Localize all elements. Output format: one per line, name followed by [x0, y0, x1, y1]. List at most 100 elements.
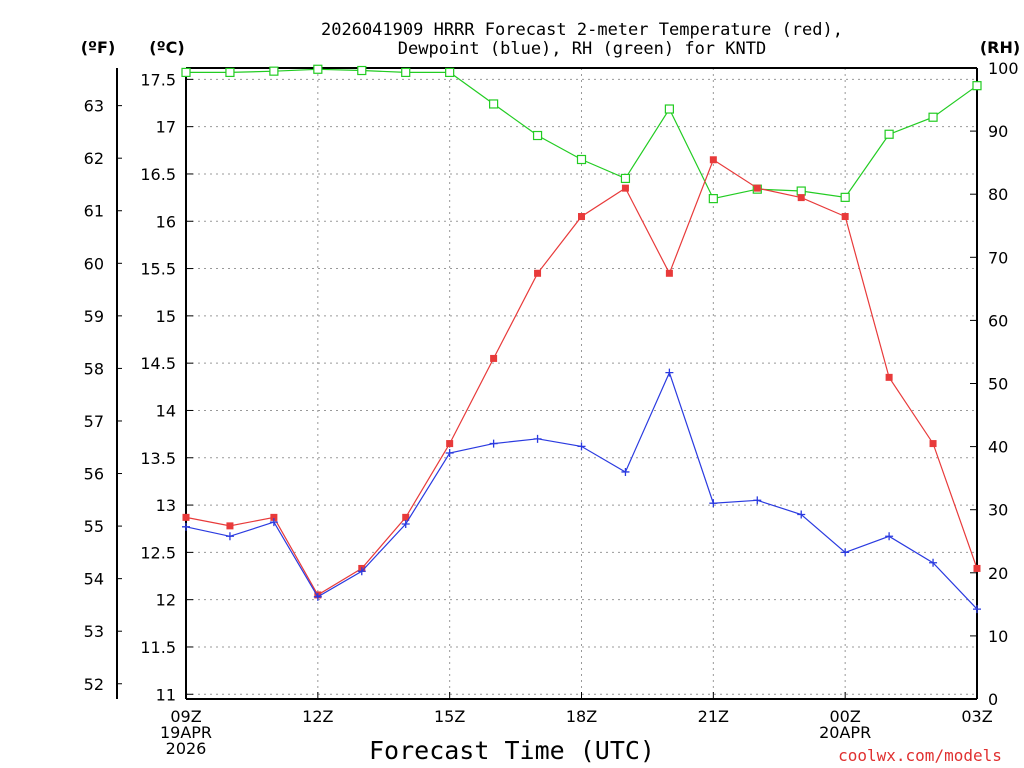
data-point-dewpoint [665, 368, 674, 377]
celsius-tick-label: 15 [156, 307, 176, 326]
data-point-rh [840, 192, 850, 202]
celsius-unit-label: (ºC) [149, 38, 184, 57]
chart-title-line-1: 2026041909 HRRR Forecast 2-meter Tempera… [321, 20, 843, 40]
data-point-2-meter-temperature [621, 184, 629, 192]
data-point-rh [928, 112, 938, 122]
data-point-rh [796, 186, 806, 196]
fahrenheit-tick-label: 52 [84, 675, 104, 694]
x-tick-label: 09Z [170, 707, 201, 726]
rh-unit-label: (RH) [980, 38, 1020, 57]
data-point-dewpoint [445, 449, 454, 458]
x-tick-label: 21Z [698, 707, 729, 726]
data-point-rh [445, 67, 455, 78]
fahrenheit-tick-label: 63 [84, 97, 104, 116]
celsius-tick-label: 15.5 [140, 260, 176, 279]
x-tick-label: 00Z [830, 707, 861, 726]
data-point-2-meter-temperature [665, 269, 673, 277]
x-tick-label: 12Z [302, 707, 333, 726]
data-point-dewpoint [753, 496, 762, 505]
fahrenheit-tick-label: 61 [84, 202, 104, 221]
rh-tick-label: 10 [988, 627, 1008, 646]
celsius-tick-label: 11 [156, 685, 176, 704]
data-point-rh [313, 64, 323, 74]
data-point-rh [884, 129, 894, 139]
data-point-dewpoint [885, 532, 894, 541]
data-point-dewpoint [577, 442, 586, 451]
data-point-dewpoint [401, 519, 410, 528]
data-point-2-meter-temperature [490, 354, 498, 362]
x-tick-label: 19APR [160, 723, 212, 742]
data-point-2-meter-temperature [402, 513, 410, 521]
data-point-2-meter-temperature [929, 440, 937, 448]
data-point-dewpoint [533, 434, 542, 443]
data-point-2-meter-temperature [446, 440, 454, 448]
rh-tick-label: 0 [988, 690, 998, 709]
data-point-dewpoint [269, 518, 278, 527]
chart-title-line-2: Dewpoint (blue), RH (green) for KNTD [398, 39, 766, 59]
celsius-tick-label: 12 [156, 591, 176, 610]
data-point-dewpoint [621, 467, 630, 476]
celsius-tick-label: 11.5 [140, 638, 176, 657]
chart-axes [116, 67, 978, 700]
fahrenheit-tick-label: 56 [84, 465, 104, 484]
x-tick-label: 18Z [566, 707, 597, 726]
data-point-rh [401, 67, 411, 78]
data-point-2-meter-temperature [270, 513, 278, 521]
data-point-rh [576, 154, 587, 165]
data-point-rh [269, 66, 279, 76]
data-point-dewpoint [973, 605, 981, 614]
fahrenheit-tick-label: 62 [84, 149, 104, 168]
rh-tick-label: 80 [988, 185, 1008, 204]
data-point-2-meter-temperature [578, 213, 585, 221]
rh-tick-label: 50 [988, 375, 1008, 394]
fahrenheit-tick-label: 55 [84, 517, 104, 536]
rh-tick-label: 60 [988, 311, 1008, 330]
series-line-rh [186, 68, 978, 200]
data-point-2-meter-temperature [885, 373, 893, 381]
data-point-2-meter-temperature [226, 522, 234, 530]
data-point-2-meter-temperature [709, 156, 717, 164]
celsius-tick-label: 14 [156, 401, 176, 420]
data-point-dewpoint [709, 499, 718, 508]
fahrenheit-tick-label: 59 [84, 307, 104, 326]
celsius-tick-label: 14.5 [140, 354, 176, 373]
fahrenheit-tick-label: 60 [84, 254, 104, 273]
celsius-tick-label: 13 [156, 496, 176, 515]
data-point-dewpoint [797, 510, 806, 519]
fahrenheit-tick-label: 54 [84, 570, 104, 589]
celsius-tick-label: 17.5 [140, 70, 176, 89]
celsius-tick-label: 16 [156, 212, 176, 231]
x-axis-label: Forecast Time (UTC) [369, 736, 655, 765]
fahrenheit-unit-label: (ºF) [81, 38, 116, 57]
data-point-dewpoint [357, 567, 366, 576]
series-2-meter-temperature [182, 156, 981, 599]
data-point-rh [489, 99, 499, 109]
fahrenheit-tick-label: 57 [84, 412, 104, 431]
celsius-tick-label: 17 [156, 118, 176, 137]
celsius-tick-label: 16.5 [140, 165, 176, 184]
celsius-tick-label: 12.5 [140, 543, 176, 562]
data-point-rh [357, 65, 367, 76]
x-tick-label: 15Z [434, 707, 465, 726]
series-rh [181, 64, 982, 204]
rh-tick-label: 70 [988, 248, 1008, 267]
data-point-rh [225, 67, 235, 78]
celsius-tick-label: 13.5 [140, 449, 176, 468]
data-point-rh [532, 130, 543, 141]
data-point-dewpoint [841, 548, 850, 557]
data-point-2-meter-temperature [841, 213, 849, 221]
data-point-rh [708, 194, 718, 204]
data-point-rh [664, 104, 674, 114]
x-tick-label: 2026 [166, 739, 207, 758]
x-tick-label: 03Z [961, 707, 992, 726]
rh-tick-label: 100 [988, 59, 1019, 78]
data-point-2-meter-temperature [534, 269, 542, 277]
data-point-rh [620, 173, 631, 184]
chart-title: 2026041909 HRRR Forecast 2-meter Tempera… [321, 20, 843, 59]
fahrenheit-tick-label: 58 [84, 359, 104, 378]
rh-tick-label: 30 [988, 501, 1008, 520]
data-point-dewpoint [225, 532, 234, 541]
data-point-2-meter-temperature [973, 564, 981, 572]
